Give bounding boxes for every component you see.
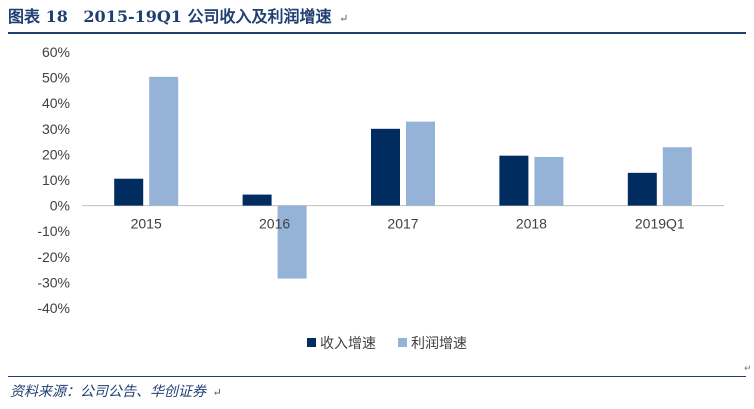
x-tick-label: 2019Q1	[635, 216, 685, 232]
source-text: 资料来源：公司公告、华创证券	[10, 384, 206, 400]
x-tick-label: 2016	[259, 216, 290, 232]
legend-label-revenue: 收入增速	[320, 336, 376, 352]
x-tick-label: 2018	[516, 216, 547, 232]
y-tick-label: 50%	[42, 70, 70, 86]
bar-profit-2019q1	[662, 147, 692, 206]
bar-revenue-2017	[371, 128, 400, 206]
y-tick-label: 30%	[42, 121, 70, 137]
legend-label-profit: 利润增速	[411, 336, 467, 352]
y-tick-label: 0%	[50, 198, 70, 214]
x-tick-label: 2017	[387, 216, 418, 232]
y-tick-label: 20%	[42, 146, 70, 162]
bar-revenue-2016	[242, 194, 272, 206]
figure-title: 图表 18 2015-19Q1 公司收入及利润增速 ↵	[8, 4, 748, 30]
footer-rule	[8, 376, 746, 377]
bar-revenue-2019q1	[627, 172, 657, 206]
bar-chart: 60% 50% 40% 30% 20% 10% 0% -10% -20% -30% -40% 2015…	[37, 44, 724, 352]
bar-profit-2016	[277, 205, 307, 279]
chart-area: 60% 50% 40% 30% 20% 10% 0% -10% -20% -30% -40% 2015…	[0, 34, 754, 376]
x-tick-label: 2015	[131, 216, 162, 232]
bar-revenue-2015	[114, 178, 144, 206]
chart-title: 2015-19Q1 公司收入及利润增速	[83, 7, 332, 26]
legend-swatch-revenue	[307, 338, 316, 347]
bar-profit-2015	[149, 76, 179, 206]
legend-swatch-profit	[398, 338, 407, 347]
y-tick-label: -10%	[37, 223, 70, 239]
bar-profit-2018	[534, 156, 564, 206]
source-note: 资料来源：公司公告、华创证券 ↵	[10, 379, 740, 405]
y-tick-label: 10%	[42, 172, 70, 188]
paragraph-mark-icon: ↵	[339, 12, 349, 25]
paragraph-mark-icon: ↵	[212, 386, 222, 399]
bar-revenue-2018	[499, 155, 529, 206]
y-tick-label: 60%	[42, 44, 70, 60]
edge-mark-icon: ↵	[744, 364, 752, 374]
y-tick-label: 40%	[42, 95, 70, 111]
y-tick-label: -40%	[37, 300, 70, 316]
y-tick-label: -30%	[37, 274, 70, 290]
figure-label: 图表 18	[8, 7, 68, 26]
y-tick-label: -20%	[37, 249, 70, 265]
bar-profit-2017	[406, 121, 435, 206]
title-rule	[8, 32, 746, 34]
